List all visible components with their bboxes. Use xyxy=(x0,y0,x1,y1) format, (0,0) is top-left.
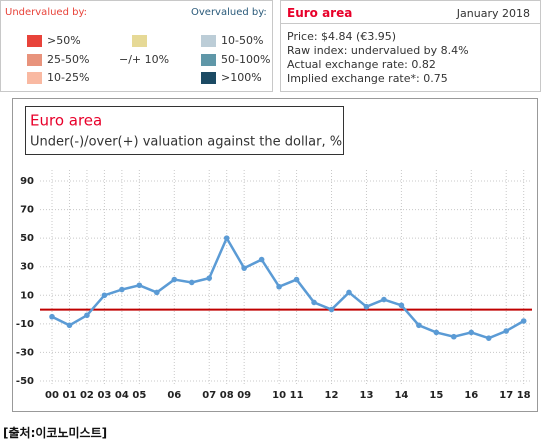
info-line: Actual exchange rate: 0.82 xyxy=(287,58,436,71)
point xyxy=(398,302,405,309)
swatch xyxy=(132,35,147,47)
info-line: Raw index: undervalued by 8.4% xyxy=(287,44,469,57)
point xyxy=(154,289,160,296)
point xyxy=(433,329,440,336)
footer: [출처:이코노미스트] xyxy=(3,426,108,440)
swatch xyxy=(27,72,42,84)
info-line: Price: $4.84 (€3.95) xyxy=(287,30,397,43)
x-tick-label: 05 xyxy=(132,390,146,401)
y-tick-label: -30 xyxy=(16,347,34,358)
x-tick-label: 18 xyxy=(517,390,531,401)
undervalued-title: Undervalued by: xyxy=(5,7,88,18)
point xyxy=(381,296,387,303)
x-tick-label: 13 xyxy=(359,390,373,401)
y-tick-label: 90 xyxy=(20,176,34,187)
point xyxy=(311,299,317,306)
point xyxy=(206,275,213,281)
x-tick-label: 00 xyxy=(45,390,59,401)
point xyxy=(451,333,457,340)
swatch xyxy=(201,72,216,84)
swatch xyxy=(27,54,42,66)
x-tick-label: 10 xyxy=(272,390,286,401)
swatch xyxy=(201,54,216,66)
info-date: January 2018 xyxy=(456,7,530,20)
point xyxy=(363,303,370,310)
legend-label: 10-50% xyxy=(221,34,264,47)
x-tick-label: 01 xyxy=(63,390,77,401)
legend-label: >100% xyxy=(221,71,262,84)
swatch xyxy=(201,35,216,47)
legend-label: −/+ 10% xyxy=(119,53,170,66)
legend-label: >50% xyxy=(47,34,81,47)
x-tick-label: 12 xyxy=(325,390,339,401)
legend-label: 10-25% xyxy=(47,71,90,84)
point xyxy=(66,322,73,329)
legend-panel: Undervalued by: Overvalued by: >50% 25-5… xyxy=(0,0,273,92)
point xyxy=(328,306,335,313)
y-tick-label: -50 xyxy=(16,376,34,387)
x-tick-label: 08 xyxy=(220,390,234,401)
x-tick-label: 15 xyxy=(429,390,443,401)
x-tick-label: 02 xyxy=(80,390,94,401)
point xyxy=(119,286,125,293)
point xyxy=(276,283,282,290)
point xyxy=(258,256,265,263)
y-tick-label: -10 xyxy=(16,319,34,330)
x-tick-label: 16 xyxy=(464,390,478,401)
y-tick-label: 50 xyxy=(20,233,34,244)
title-box xyxy=(25,106,344,155)
y-tick-label: 10 xyxy=(20,290,34,301)
y-tick-label: 70 xyxy=(20,205,34,216)
point xyxy=(416,322,422,329)
x-tick-label: 03 xyxy=(97,390,111,401)
x-tick-label: 17 xyxy=(499,390,513,401)
point xyxy=(346,289,352,296)
point xyxy=(188,279,195,286)
point xyxy=(241,265,247,271)
info-title: Euro area xyxy=(287,6,353,20)
info-line: Implied exchange rate*: 0.75 xyxy=(287,72,448,85)
point xyxy=(84,312,90,319)
info-panel: Euro area January 2018 Price: $4.84 (€3.… xyxy=(280,0,541,92)
point xyxy=(49,313,55,320)
swatch xyxy=(27,35,42,47)
overvalued-title: Overvalued by: xyxy=(191,7,267,18)
point xyxy=(468,329,475,336)
x-tick-label: 07 xyxy=(202,390,216,401)
chart-subtitle: Under(-)/over(+) valuation against the d… xyxy=(30,135,342,150)
point xyxy=(293,276,300,283)
x-tick-label: 06 xyxy=(167,390,181,401)
series-line xyxy=(51,235,525,340)
chart-frame xyxy=(12,98,538,412)
point xyxy=(171,276,178,283)
point xyxy=(136,282,143,289)
x-tick-label: 04 xyxy=(115,390,129,401)
y-tick-label: 30 xyxy=(20,262,34,273)
point xyxy=(503,328,510,334)
legend-label: 50-100% xyxy=(221,53,271,66)
point xyxy=(485,335,492,341)
chart-title: Euro area xyxy=(30,112,102,130)
x-tick-label: 09 xyxy=(237,390,251,401)
x-tick-label: 11 xyxy=(290,390,304,401)
point xyxy=(101,292,108,299)
x-tick-label: 14 xyxy=(394,390,408,401)
point xyxy=(223,235,230,241)
legend-label: 25-50% xyxy=(47,53,90,66)
point xyxy=(520,318,527,324)
